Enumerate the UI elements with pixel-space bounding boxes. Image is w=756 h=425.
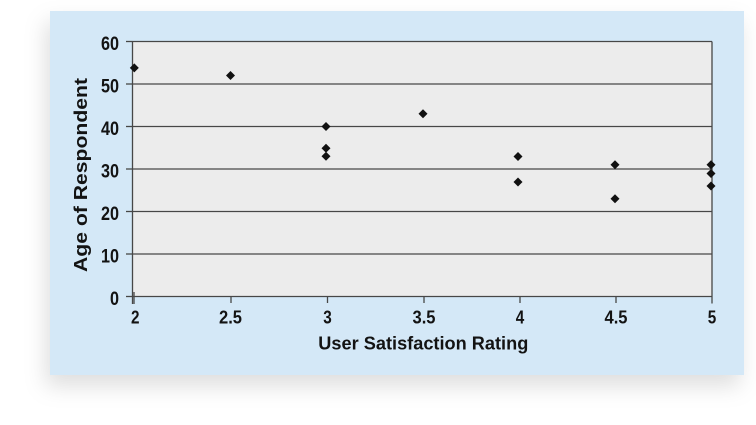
svg-text:50: 50 <box>101 76 119 97</box>
svg-text:2: 2 <box>131 308 140 328</box>
svg-text:2.5: 2.5 <box>219 308 242 328</box>
svg-text:0: 0 <box>110 289 119 310</box>
svg-text:30: 30 <box>101 161 119 182</box>
svg-text:10: 10 <box>101 246 119 267</box>
svg-text:4: 4 <box>516 308 525 328</box>
svg-text:60: 60 <box>101 34 119 55</box>
svg-text:5: 5 <box>708 308 717 328</box>
svg-text:3: 3 <box>323 308 332 328</box>
svg-text:3.5: 3.5 <box>413 308 436 328</box>
svg-text:User Satisfaction Rating: User Satisfaction Rating <box>318 333 528 353</box>
svg-text:4.5: 4.5 <box>605 308 628 328</box>
svg-text:40: 40 <box>101 119 119 140</box>
svg-text:Age of Respondent: Age of Respondent <box>71 78 91 272</box>
svg-text:20: 20 <box>101 204 119 225</box>
